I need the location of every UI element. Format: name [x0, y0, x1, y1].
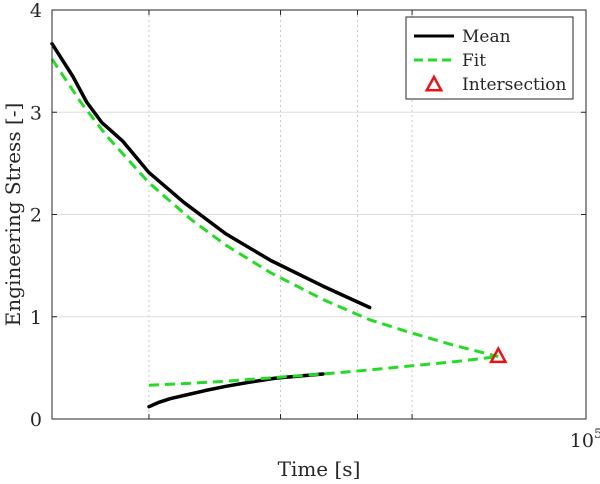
legend-label-fit: Fit [462, 51, 486, 71]
y-axis-label: Engineering Stress [-] [1, 103, 25, 327]
legend: Mean Fit Intersection [406, 17, 573, 99]
x-axis-label: Time [s] [278, 457, 361, 481]
fit-series-line-lower [149, 357, 498, 386]
y-tick-label: 1 [30, 307, 42, 329]
y-tick-label: 0 [30, 409, 42, 431]
y-tick-label: 2 [30, 205, 42, 227]
y-tick-label: 3 [30, 102, 42, 124]
x-tick-label: 105 [570, 427, 600, 452]
mean-series-line-lower [149, 374, 323, 407]
mean-series-line-upper [52, 44, 370, 308]
legend-label-mean: Mean [462, 27, 511, 47]
y-tick-label: 4 [30, 0, 42, 22]
fit-series-line-upper [52, 59, 498, 357]
legend-label-intersection: Intersection [462, 75, 566, 95]
